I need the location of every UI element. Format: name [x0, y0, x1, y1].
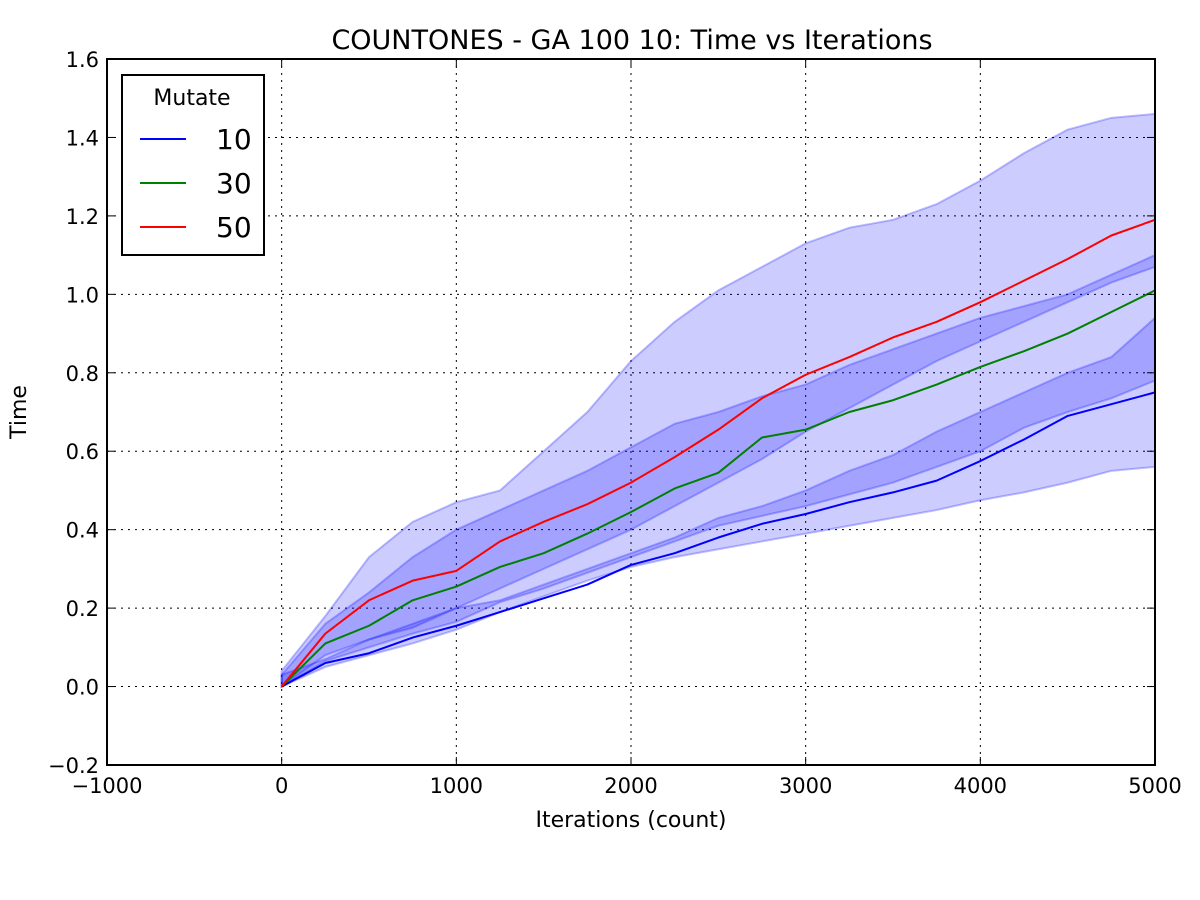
legend-box: [121, 74, 265, 256]
x-tick-label: 2000: [604, 774, 657, 798]
x-tick-label: 4000: [954, 774, 1007, 798]
y-tick-label: 0.8: [66, 362, 99, 386]
y-tick-label: 1.4: [66, 126, 99, 150]
line-mutate-50: [280, 218, 1156, 688]
y-tick-label: 0.0: [66, 676, 99, 700]
series-lines: [280, 218, 1156, 688]
chart-title: COUNTONES - GA 100 10: Time vs Iteration…: [331, 25, 932, 56]
legend-label-10: 10: [216, 123, 252, 156]
x-tick-label: 0: [275, 774, 288, 798]
legend-entries: 10 30 50: [140, 123, 252, 244]
grid-lines: [107, 59, 1155, 765]
line-mutate-10: [281, 391, 1156, 688]
y-tick-label: 1.0: [66, 283, 99, 307]
y-axis-title: Time: [7, 385, 32, 440]
y-tick-label: 1.6: [66, 48, 99, 72]
legend-title: Mutate: [153, 86, 230, 111]
x-tick-label: 3000: [779, 774, 832, 798]
x-tick-label: 5000: [1128, 774, 1181, 798]
y-tick-label: −0.2: [48, 754, 99, 778]
legend-label-50: 50: [216, 211, 252, 244]
line-mutate-30: [280, 289, 1156, 688]
legend-label-30: 30: [216, 167, 252, 200]
x-tick-label: −1000: [71, 774, 142, 798]
y-tick-label: 0.2: [66, 597, 99, 621]
x-tick-label: 1000: [430, 774, 483, 798]
y-tick-label: 0.6: [66, 440, 99, 464]
axis-ticks: −1000 0 1000 2000 3000 4000 5000 −0.2 0.0 0.2 0.4 0…: [48, 48, 1182, 798]
x-axis-title: Iterations (count): [535, 808, 726, 833]
legend: Mutate 10 30 50: [121, 74, 265, 256]
y-tick-label: 0.4: [66, 519, 99, 543]
y-tick-label: 1.2: [66, 205, 99, 229]
